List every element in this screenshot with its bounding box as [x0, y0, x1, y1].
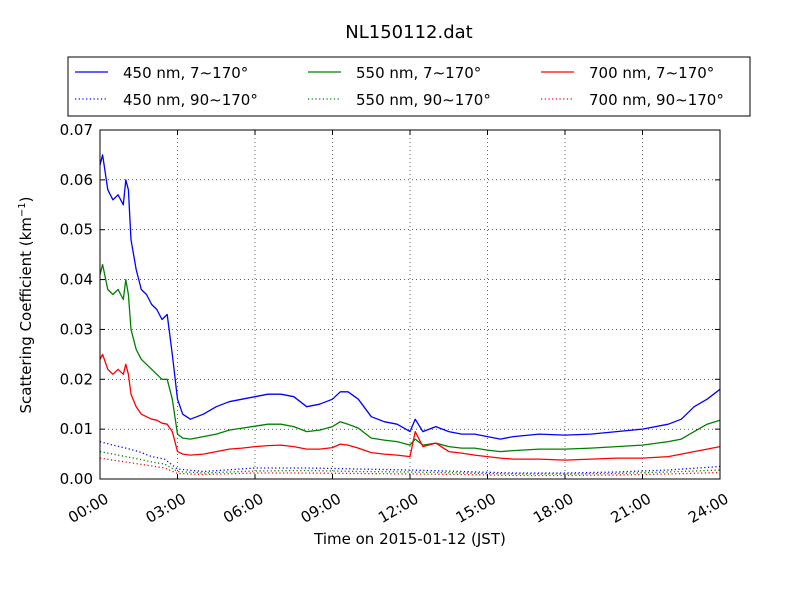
y-tick-label: 0.03	[60, 320, 93, 338]
legend-label: 450 nm, 7∼170°	[123, 64, 248, 82]
chart-title: NL150112.dat	[345, 22, 472, 43]
y-axis-label-superscript: −1	[17, 202, 28, 217]
x-tick-label: 06:00	[220, 490, 266, 527]
legend: 450 nm, 7∼170° 550 nm, 7∼170° 700 nm, 7∼17…	[67, 56, 751, 117]
y-tick-label: 0.04	[60, 271, 93, 289]
series-line	[100, 440, 720, 474]
y-tick-labels: 0.00 0.01 0.02 0.03 0.04 0.05 0.06 0.07	[60, 121, 93, 488]
series-line	[100, 154, 720, 440]
y-axis-label-end: )	[17, 196, 35, 202]
legend-label: 550 nm, 90∼170°	[356, 91, 491, 109]
x-tick-label: 21:00	[608, 490, 654, 527]
series-line	[100, 263, 720, 453]
y-tick-label: 0.07	[60, 121, 93, 139]
y-tick-label: 0.05	[60, 221, 93, 239]
y-axis-label: Scattering Coefficient (km−1)	[17, 196, 35, 413]
grid	[100, 130, 720, 479]
x-tick-label: 24:00	[685, 490, 731, 527]
x-tick-label: 03:00	[143, 490, 189, 527]
x-tick-labels: 00:00 03:00 06:00 09:00 12:00 15:00 18:00 21:00…	[65, 490, 731, 527]
legend-label: 550 nm, 7∼170°	[356, 64, 481, 82]
plot-background	[100, 130, 720, 479]
series-line	[100, 450, 720, 475]
x-tick-label: 09:00	[298, 490, 344, 527]
ticks	[99, 129, 721, 480]
y-axis-label-text: Scattering Coefficient (km	[17, 217, 35, 413]
y-tick-label: 0.02	[60, 370, 93, 388]
x-tick-label: 12:00	[375, 490, 421, 527]
series-layer	[100, 154, 720, 477]
legend-label: 700 nm, 90∼170°	[589, 91, 724, 109]
legend-label: 700 nm, 7∼170°	[589, 64, 714, 82]
y-tick-label: 0.06	[60, 171, 93, 189]
y-tick-label: 0.01	[60, 420, 93, 438]
x-axis-label: Time on 2015-01-12 (JST)	[313, 530, 506, 548]
x-tick-label: 00:00	[65, 490, 111, 527]
plot-area	[99, 129, 721, 480]
x-tick-label: 15:00	[453, 490, 499, 527]
legend-box	[67, 56, 751, 117]
legend-label: 450 nm, 90∼170°	[123, 91, 258, 109]
x-tick-label: 18:00	[530, 490, 576, 527]
series-line	[100, 353, 720, 461]
series-line	[100, 457, 720, 477]
y-tick-label: 0.00	[60, 470, 93, 488]
